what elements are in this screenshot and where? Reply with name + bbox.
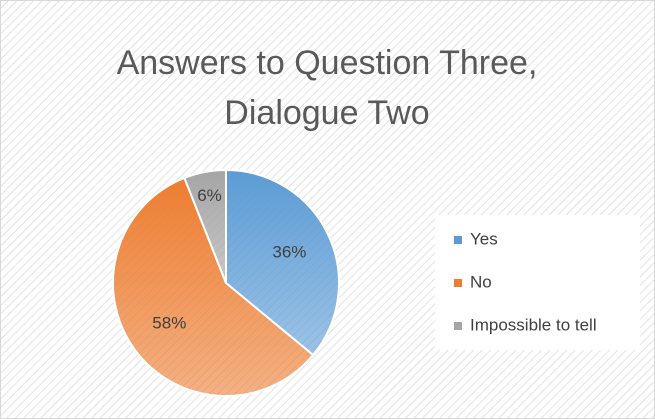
legend-swatch: [454, 322, 462, 330]
legend-label: Impossible to tell: [470, 315, 597, 334]
data-label: 6%: [197, 186, 222, 205]
legend-box: [435, 215, 640, 350]
legend-swatch: [454, 279, 462, 287]
data-label: 58%: [152, 314, 186, 333]
pie-slice: [112, 176, 315, 397]
data-label: 36%: [272, 243, 306, 262]
chart-title: Answers to Question Three, Dialogue Two: [116, 44, 538, 132]
pie-slice: [225, 168, 340, 357]
pie-slice: [183, 168, 227, 284]
legend-swatch: [454, 236, 462, 244]
legend-label: No: [470, 272, 492, 291]
legend-label: Yes: [470, 229, 498, 248]
